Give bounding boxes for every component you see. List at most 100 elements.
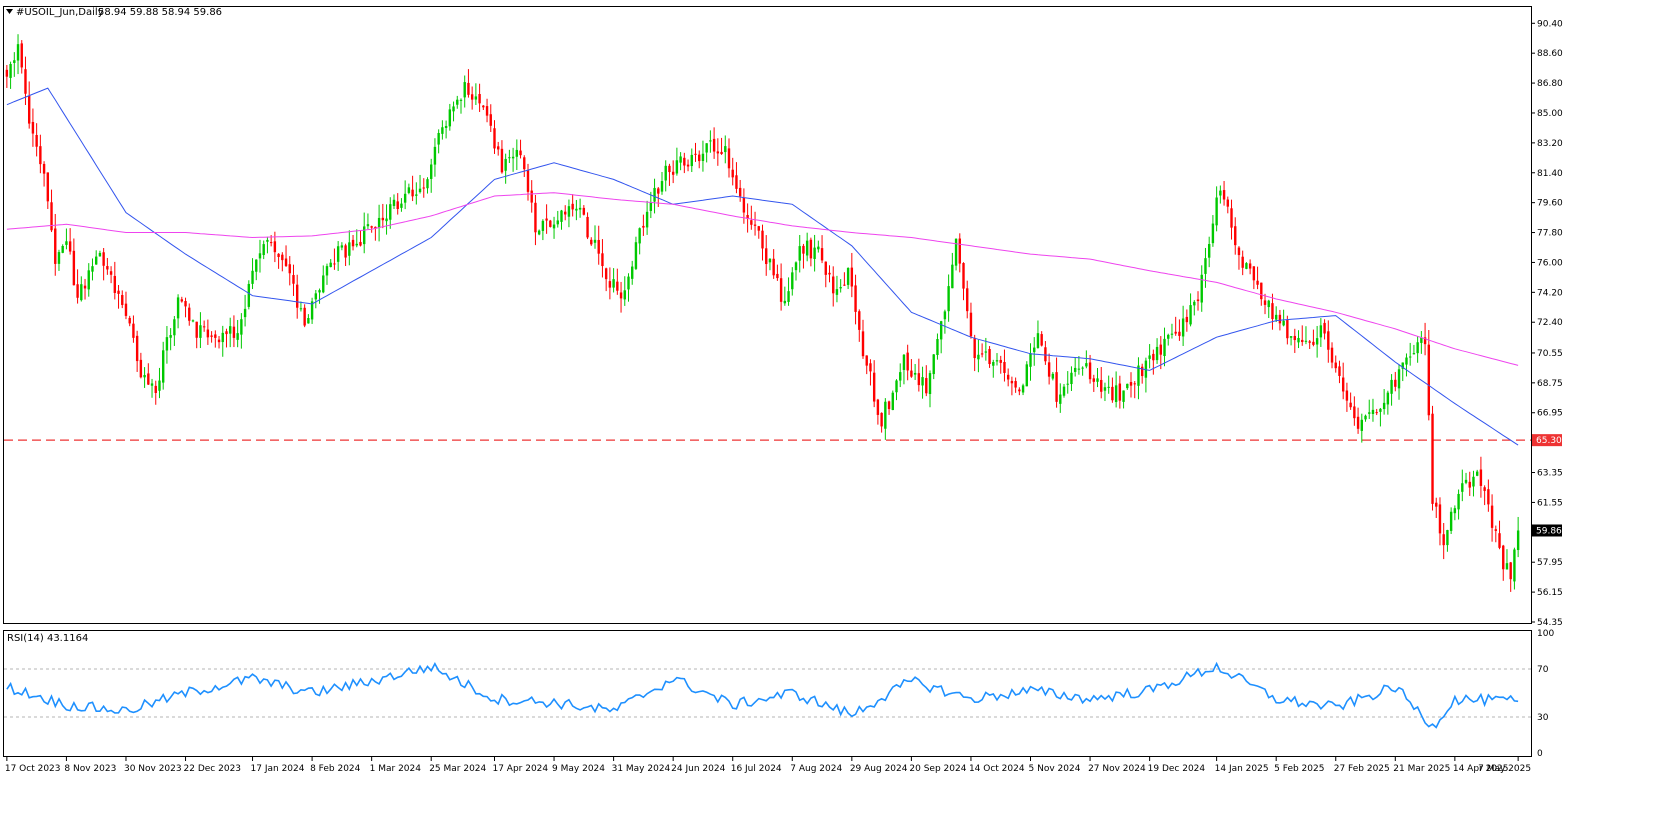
price-axis: 90.40 88.60 86.80 85.00 83.20 81.40 79.60 77.80… (1531, 19, 1563, 628)
candlesticks (5, 34, 1520, 592)
candle-body (917, 373, 921, 386)
candle-body (1427, 344, 1431, 416)
candle-body (1334, 362, 1337, 369)
candle-body (876, 399, 880, 415)
time-axis: 17 Oct 2023 8 Nov 2023 30 Nov 2023 22 Dec 2… (5, 757, 1531, 774)
candle-body (698, 154, 701, 162)
candle-body (604, 268, 608, 280)
candle-body (571, 203, 574, 210)
candle-body (832, 276, 835, 294)
candle-body (1014, 381, 1017, 388)
main-panel-frame (3, 6, 1532, 624)
candle-body (493, 128, 496, 149)
candle-body (1077, 368, 1081, 370)
candle-body (567, 206, 571, 217)
price-tick-label: 70.55 (1537, 349, 1563, 359)
candle-body (1502, 545, 1505, 570)
candle-body (1126, 383, 1129, 389)
candle-body (1107, 386, 1110, 388)
candle-body (1464, 479, 1468, 483)
candle-body (20, 43, 23, 68)
candle-body (1155, 346, 1159, 361)
candle-body (750, 220, 753, 225)
candle-body (757, 226, 760, 231)
candle-body (485, 106, 489, 116)
candle-body (162, 350, 165, 383)
candle-body (962, 263, 965, 289)
candle-body (943, 311, 947, 320)
candle-body (1237, 247, 1241, 256)
price-tick-label: 56.15 (1537, 588, 1563, 598)
candle-body (1278, 314, 1282, 324)
candle-body (426, 179, 429, 189)
candle-body (642, 225, 645, 228)
time-tick-label: 27 Nov 2024 (1088, 764, 1146, 774)
candle-body (1479, 469, 1483, 486)
candle-body (746, 214, 749, 219)
candle-body (843, 284, 846, 286)
candle-body (57, 252, 61, 264)
candle-body (433, 146, 437, 165)
candle-body (1059, 394, 1062, 404)
candle-body (824, 261, 827, 275)
candle-body (1148, 355, 1151, 359)
candle-body (1070, 372, 1073, 385)
rsi-levels: 100 70 30 0 (4, 629, 1554, 759)
candle-body (958, 238, 961, 264)
candle-body (753, 224, 757, 226)
price-tick-label: 61.55 (1537, 498, 1563, 508)
candle-body (229, 326, 232, 334)
time-tick-label: 19 Dec 2024 (1148, 764, 1206, 774)
candle-body (422, 187, 425, 189)
candle-body (846, 268, 850, 285)
candle-body (906, 352, 909, 371)
candle-body (176, 297, 180, 319)
candle-body (519, 150, 522, 156)
rsi-panel-frame (3, 630, 1532, 757)
candle-body (1401, 362, 1404, 369)
candle-body (716, 151, 720, 154)
candle-body (500, 148, 504, 173)
time-tick-label: 31 May 2024 (612, 764, 671, 774)
price-tick-label: 83.20 (1537, 139, 1563, 149)
candle-body (839, 287, 842, 289)
candle-body (817, 246, 820, 250)
price-tick-label: 86.80 (1537, 79, 1563, 89)
price-tick-label: 88.60 (1537, 49, 1563, 59)
candle-body (1394, 379, 1397, 387)
candle-body (76, 284, 79, 298)
candle-body (969, 312, 973, 337)
candle-body (608, 281, 612, 288)
candle-body (1226, 199, 1229, 207)
price-tick-label: 63.35 (1537, 469, 1563, 479)
candle-body (54, 228, 57, 264)
candle-body (794, 262, 798, 271)
candle-body (631, 266, 634, 279)
candle-body (1397, 369, 1401, 389)
candle-body (988, 348, 991, 365)
candle-body (497, 146, 500, 150)
candle-body (1144, 360, 1148, 378)
candle-body (854, 285, 857, 312)
level-price-badge (1532, 434, 1562, 447)
candle-body (87, 270, 90, 290)
candle-body (1442, 534, 1445, 546)
price-tick-label: 79.60 (1537, 199, 1563, 209)
candle-body (1304, 340, 1308, 342)
candle-body (46, 172, 50, 202)
candle-body (578, 207, 582, 210)
candle-body (243, 308, 247, 318)
candle-body (1256, 280, 1259, 285)
candle-body (1390, 379, 1393, 394)
candle-body (1196, 299, 1200, 302)
candle-body (891, 392, 894, 411)
candle-body (27, 95, 31, 124)
candle-body (1114, 385, 1118, 403)
candle-body (1438, 504, 1442, 534)
candle-body (456, 99, 459, 105)
chart-menu-arrow-icon[interactable] (6, 9, 13, 14)
candle-body (1111, 386, 1114, 401)
candle-body (779, 278, 783, 302)
